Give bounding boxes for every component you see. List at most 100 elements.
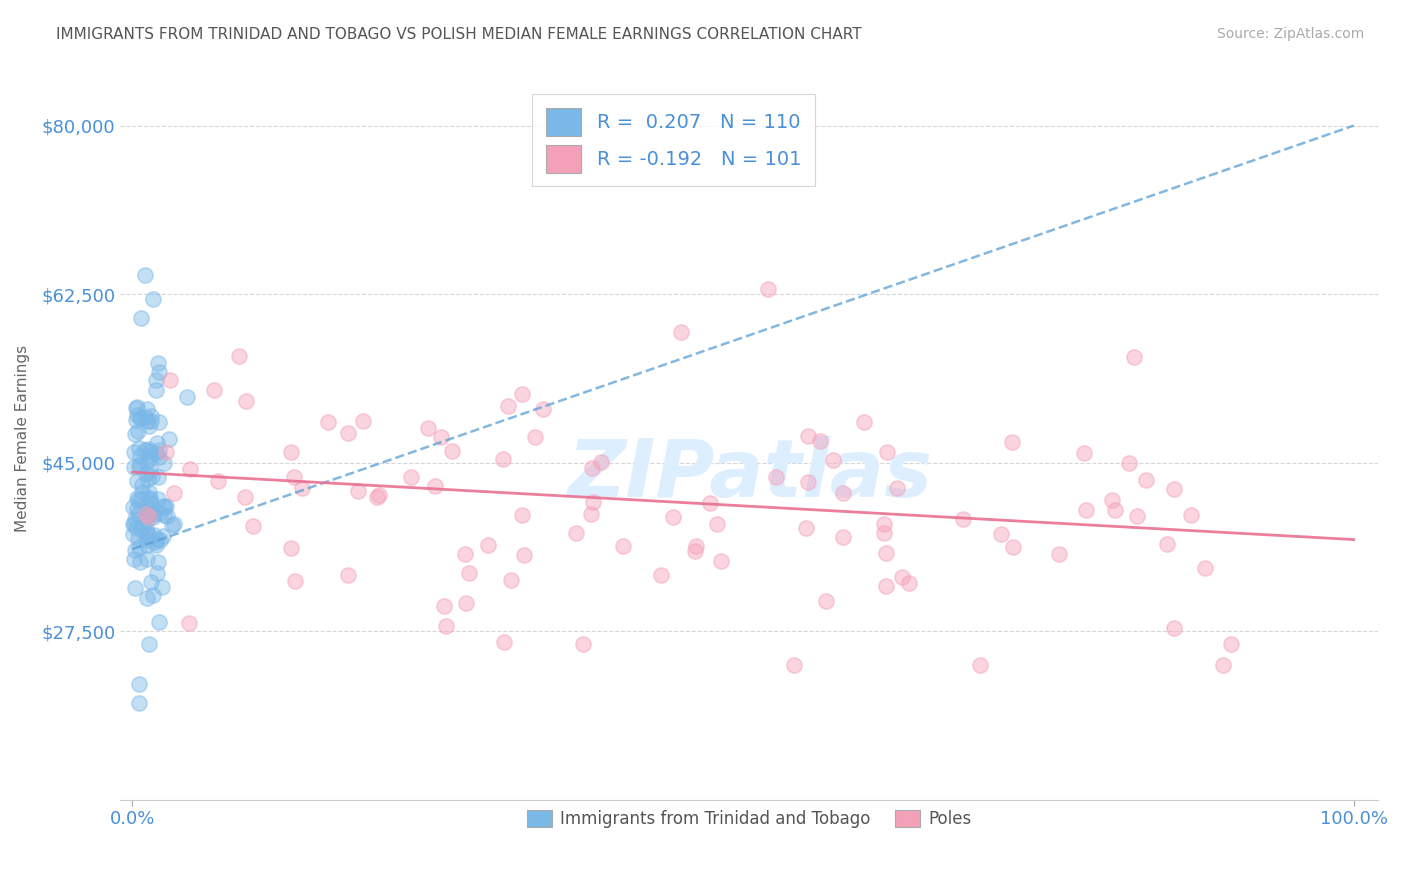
Point <box>683 543 706 558</box>
Point <box>163 485 186 500</box>
Point <box>145 446 167 460</box>
Point <box>159 373 181 387</box>
Point <box>235 393 257 408</box>
Point <box>143 534 166 549</box>
Point <box>146 492 169 507</box>
Point <box>148 365 170 379</box>
Point <box>146 436 169 450</box>
Point <box>139 491 162 505</box>
Point <box>152 529 174 543</box>
Point <box>128 541 150 555</box>
Point <box>589 455 612 469</box>
Point <box>142 292 165 306</box>
Point <box>127 508 149 522</box>
Point <box>202 383 225 397</box>
Point <box>458 566 481 581</box>
Point <box>873 517 896 532</box>
Point <box>135 537 157 551</box>
Point <box>129 555 152 569</box>
Point <box>831 529 853 543</box>
Point <box>176 390 198 404</box>
Point <box>513 548 536 562</box>
Point <box>139 464 162 478</box>
Point <box>581 460 603 475</box>
Point <box>129 311 152 326</box>
Point <box>127 493 149 508</box>
Text: IMMIGRANTS FROM TRINIDAD AND TOBAGO VS POLISH MEDIAN FEMALE EARNINGS CORRELATION: IMMIGRANTS FROM TRINIDAD AND TOBAGO VS P… <box>56 27 862 42</box>
Point <box>155 499 177 513</box>
Point <box>669 325 692 339</box>
Point <box>139 414 162 428</box>
Point <box>524 430 547 444</box>
Point <box>531 402 554 417</box>
Point <box>145 383 167 397</box>
Point <box>765 469 787 483</box>
Point <box>699 496 721 510</box>
Point <box>1125 509 1147 524</box>
Point <box>152 500 174 515</box>
Point <box>148 615 170 629</box>
Point <box>142 507 165 521</box>
Point <box>136 591 159 605</box>
Point <box>138 485 160 500</box>
Point <box>242 518 264 533</box>
Point <box>283 470 305 484</box>
Point <box>876 445 898 459</box>
Point <box>207 474 229 488</box>
Point <box>125 401 148 416</box>
Point <box>125 521 148 535</box>
Point <box>121 516 143 531</box>
Point <box>135 401 157 416</box>
Point <box>136 552 159 566</box>
Point <box>131 519 153 533</box>
Point <box>492 452 515 467</box>
Point <box>124 543 146 558</box>
Point <box>399 469 422 483</box>
Point <box>416 421 439 435</box>
Point <box>136 508 159 523</box>
Point <box>136 524 159 538</box>
Point <box>440 443 463 458</box>
Point <box>280 444 302 458</box>
Point <box>141 469 163 483</box>
Point <box>138 452 160 467</box>
Point <box>1101 493 1123 508</box>
Point <box>612 539 634 553</box>
Point <box>564 526 586 541</box>
Point <box>146 566 169 580</box>
Point <box>510 387 533 401</box>
Point <box>1122 350 1144 364</box>
Legend: Immigrants from Trinidad and Tobago, Poles: Immigrants from Trinidad and Tobago, Pol… <box>520 803 979 835</box>
Point <box>129 492 152 507</box>
Point <box>821 452 844 467</box>
Point <box>368 488 391 502</box>
Point <box>125 502 148 516</box>
Point <box>336 426 359 441</box>
Point <box>125 413 148 427</box>
Point <box>423 478 446 492</box>
Point <box>1074 503 1097 517</box>
Point <box>156 508 179 523</box>
Point <box>852 416 875 430</box>
Point <box>875 580 897 594</box>
Point <box>875 546 897 560</box>
Point <box>149 506 172 520</box>
Point <box>434 619 457 633</box>
Point <box>1118 457 1140 471</box>
Point <box>129 411 152 425</box>
Point <box>145 538 167 552</box>
Point <box>1047 547 1070 561</box>
Point <box>831 485 853 500</box>
Point <box>1001 540 1024 554</box>
Point <box>125 474 148 488</box>
Point <box>129 449 152 463</box>
Point <box>135 513 157 527</box>
Point <box>179 615 201 630</box>
Point <box>148 442 170 457</box>
Point <box>152 456 174 470</box>
Point <box>233 490 256 504</box>
Point <box>139 409 162 423</box>
Point <box>124 427 146 442</box>
Point <box>146 356 169 370</box>
Point <box>1180 508 1202 523</box>
